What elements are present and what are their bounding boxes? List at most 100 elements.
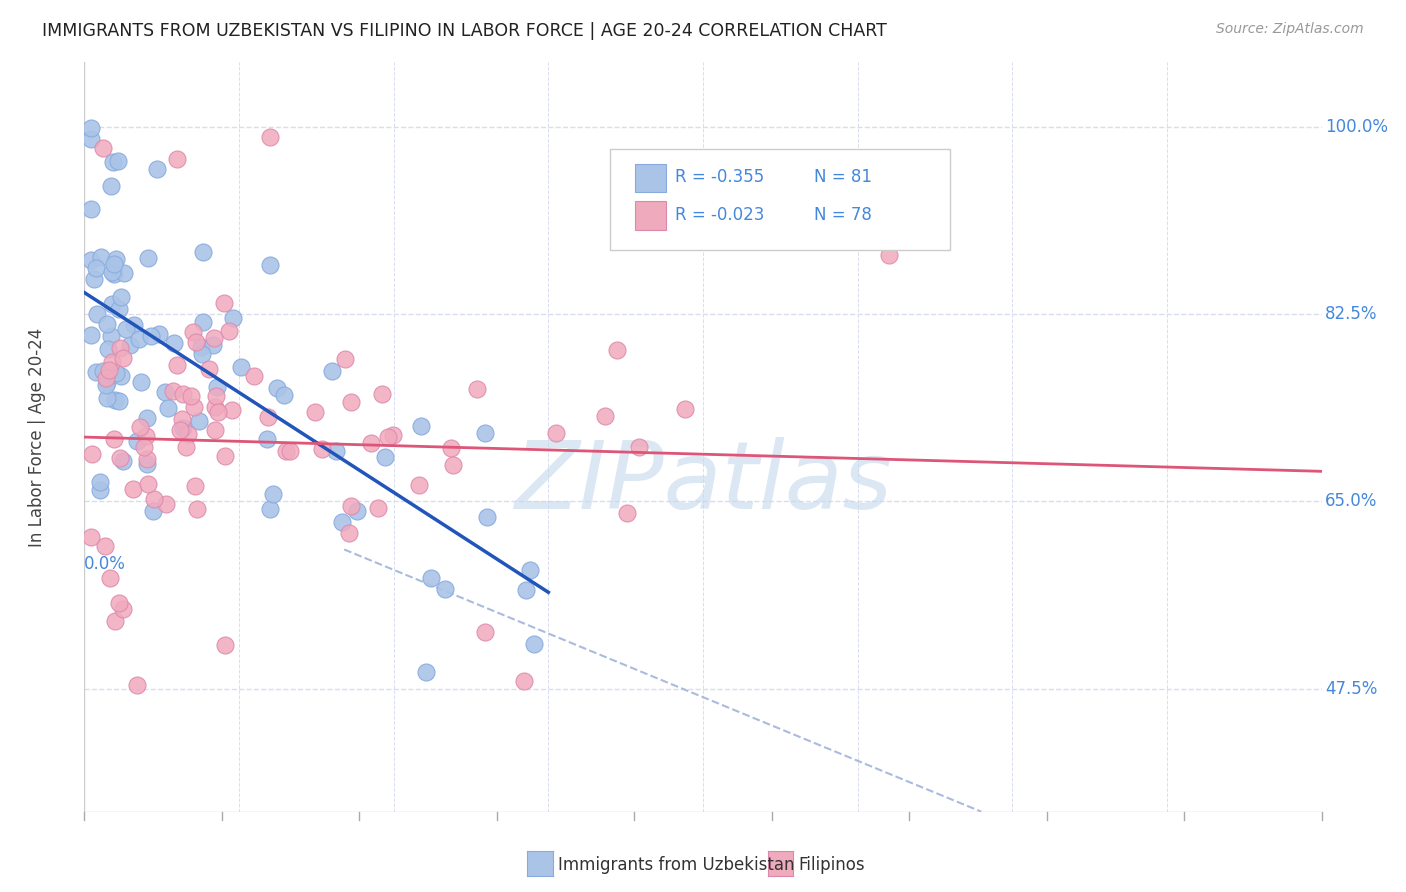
Point xyxy=(84,365,107,379)
Point xyxy=(96,371,118,385)
Point xyxy=(420,571,443,585)
Point xyxy=(136,476,159,491)
Point xyxy=(628,440,651,454)
Point xyxy=(91,364,114,378)
Point xyxy=(103,267,125,281)
Point xyxy=(205,380,228,394)
Point xyxy=(90,250,112,264)
Point xyxy=(377,430,399,444)
Point xyxy=(212,296,235,310)
Text: Source: ZipAtlas.com: Source: ZipAtlas.com xyxy=(1216,22,1364,37)
Point xyxy=(474,426,496,441)
Point xyxy=(153,384,176,399)
Point xyxy=(330,516,353,530)
Text: N = 81: N = 81 xyxy=(814,168,872,186)
Point xyxy=(107,393,129,408)
Point xyxy=(441,458,464,472)
Point xyxy=(162,384,184,399)
Point xyxy=(304,405,326,419)
Point xyxy=(166,358,188,372)
Point xyxy=(259,258,281,272)
Point xyxy=(523,637,546,651)
Point xyxy=(112,602,135,616)
Point xyxy=(170,412,193,426)
Point xyxy=(243,369,266,384)
Point xyxy=(79,131,101,145)
Point xyxy=(104,392,127,407)
Point xyxy=(104,614,127,628)
Text: Immigrants from Uzbekistan: Immigrants from Uzbekistan xyxy=(558,856,794,874)
Point xyxy=(381,427,404,442)
Point xyxy=(100,329,122,343)
Point xyxy=(156,401,179,415)
Point xyxy=(214,638,236,652)
Point xyxy=(91,141,114,155)
Point xyxy=(96,317,118,331)
Bar xyxy=(636,163,666,192)
Point xyxy=(546,425,568,440)
Point xyxy=(86,307,108,321)
Point xyxy=(186,502,208,516)
Point xyxy=(127,434,149,449)
Point xyxy=(340,395,363,409)
Point xyxy=(118,338,141,352)
Point xyxy=(337,526,360,541)
Point xyxy=(136,457,159,471)
Point xyxy=(367,501,389,516)
Point xyxy=(266,381,288,395)
Point xyxy=(477,509,499,524)
Point xyxy=(204,389,226,403)
Point xyxy=(107,153,129,168)
Point xyxy=(89,475,111,489)
Point xyxy=(371,387,394,401)
Point xyxy=(79,121,101,136)
Point xyxy=(107,301,129,316)
Text: IMMIGRANTS FROM UZBEKISTAN VS FILIPINO IN LABOR FORCE | AGE 20-24 CORRELATION CH: IMMIGRANTS FROM UZBEKISTAN VS FILIPINO I… xyxy=(42,22,887,40)
Text: 0.0%: 0.0% xyxy=(84,556,127,574)
Point xyxy=(207,405,229,419)
Point xyxy=(180,389,202,403)
Point xyxy=(259,130,281,145)
Point xyxy=(204,423,226,437)
Point xyxy=(108,450,131,465)
Point xyxy=(218,324,240,338)
Bar xyxy=(636,201,666,229)
Point xyxy=(103,432,125,446)
Text: R = -0.023: R = -0.023 xyxy=(675,205,763,224)
Point xyxy=(163,335,186,350)
Point xyxy=(191,315,214,329)
Point xyxy=(184,334,207,349)
Point xyxy=(132,441,155,455)
Point xyxy=(112,266,135,280)
Point xyxy=(325,443,347,458)
Point xyxy=(82,447,104,461)
Point xyxy=(107,596,129,610)
Point xyxy=(201,337,224,351)
Point xyxy=(83,272,105,286)
Point xyxy=(115,322,138,336)
Point xyxy=(257,409,280,424)
Text: 47.5%: 47.5% xyxy=(1326,680,1378,698)
Point xyxy=(97,343,120,357)
Point xyxy=(89,483,111,498)
Point xyxy=(606,343,628,357)
Point xyxy=(101,355,124,369)
Point xyxy=(183,400,205,414)
Point xyxy=(311,442,333,456)
Point xyxy=(346,504,368,518)
Point xyxy=(80,530,103,544)
Point xyxy=(129,375,152,389)
Point xyxy=(408,478,430,492)
Point xyxy=(110,341,132,355)
Point xyxy=(80,202,103,216)
Point xyxy=(675,402,697,417)
Point xyxy=(360,436,382,450)
Point xyxy=(229,359,252,374)
Point xyxy=(184,479,207,493)
Point xyxy=(110,290,132,304)
Point xyxy=(513,673,536,688)
Text: 65.0%: 65.0% xyxy=(1326,492,1378,510)
Point xyxy=(222,310,245,325)
Point xyxy=(135,410,157,425)
Point xyxy=(97,363,120,377)
